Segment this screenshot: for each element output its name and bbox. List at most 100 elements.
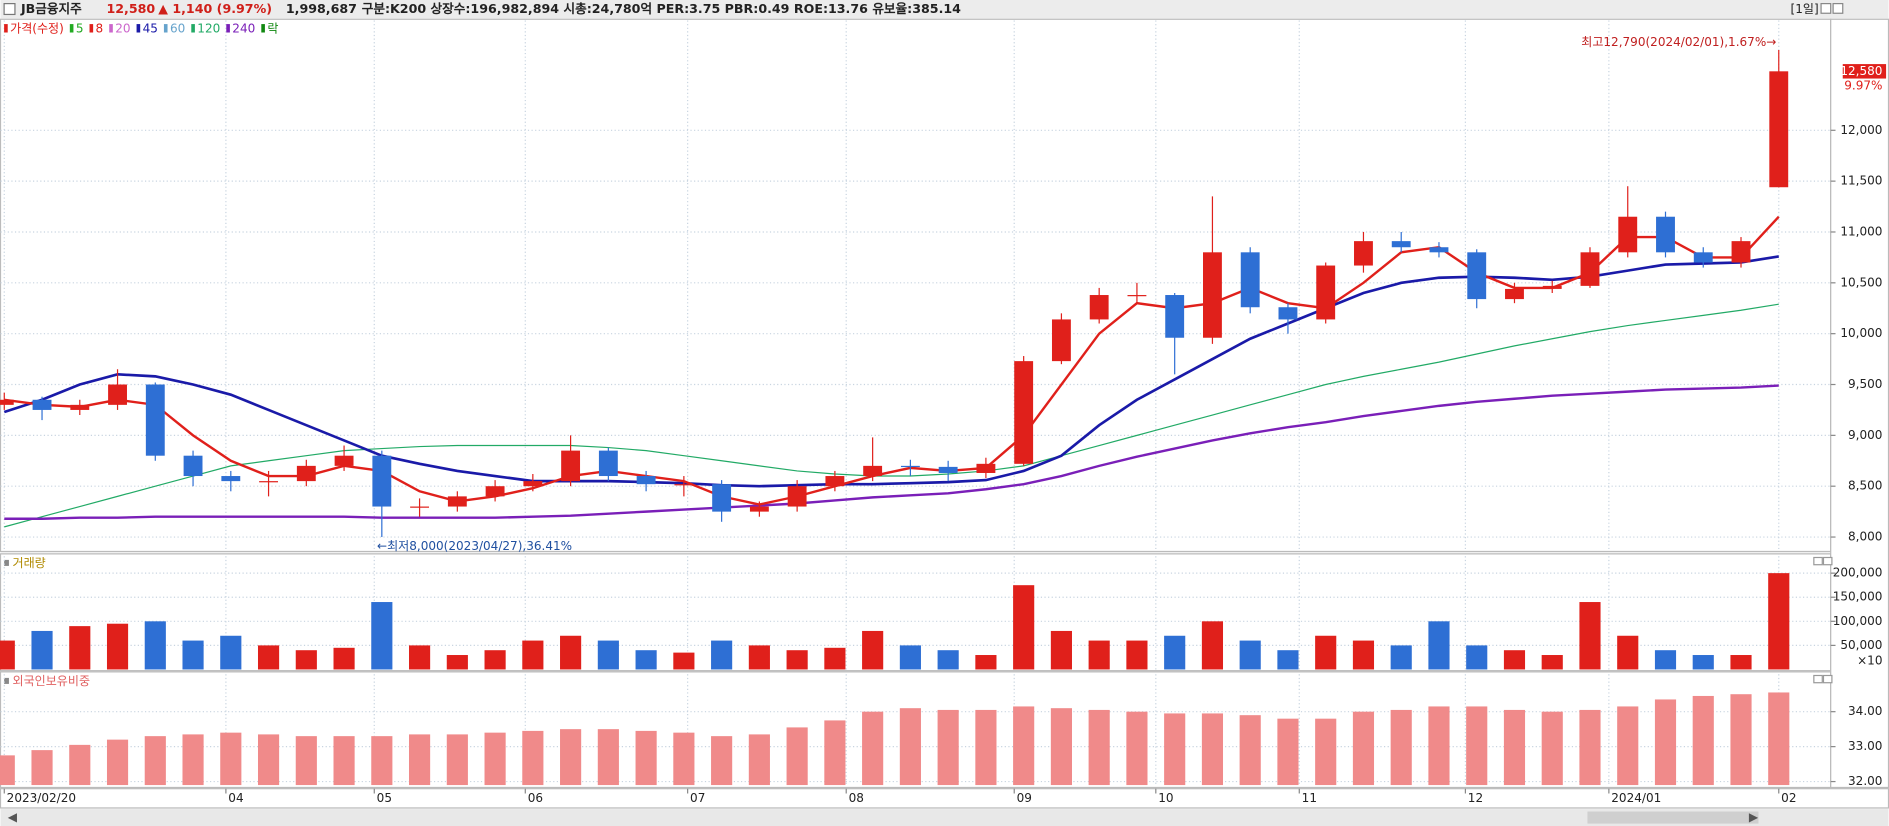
bar bbox=[522, 640, 544, 670]
legend-label: 60 bbox=[170, 21, 185, 35]
x-axis-area bbox=[0, 788, 1889, 809]
bar bbox=[333, 736, 355, 786]
bar bbox=[1617, 635, 1639, 670]
bar bbox=[1692, 655, 1714, 670]
legend-label: 5 bbox=[76, 21, 84, 35]
bar bbox=[1050, 708, 1072, 786]
bar bbox=[1126, 640, 1148, 670]
y-tick-label: 9,000 bbox=[1848, 428, 1882, 442]
window-button[interactable] bbox=[1832, 3, 1844, 14]
candle-body bbox=[1580, 252, 1600, 286]
panel-button[interactable] bbox=[1822, 556, 1833, 566]
y-tick-label: 150,000 bbox=[1833, 590, 1883, 604]
y-tick-label: 10,500 bbox=[1840, 275, 1882, 289]
bar bbox=[0, 755, 15, 786]
panel-button[interactable] bbox=[1813, 674, 1823, 684]
candle-body bbox=[1542, 285, 1562, 289]
x-tick-label: 05 bbox=[377, 791, 392, 805]
bar bbox=[1654, 699, 1677, 786]
candle-body bbox=[561, 450, 581, 482]
bar bbox=[295, 736, 317, 786]
bar bbox=[711, 736, 733, 786]
window-button[interactable] bbox=[1820, 3, 1832, 14]
x-tick-label: 07 bbox=[690, 791, 705, 805]
candle-body bbox=[825, 476, 845, 487]
bar bbox=[333, 647, 355, 670]
bar bbox=[144, 621, 166, 670]
scroll-thumb[interactable] bbox=[1587, 811, 1759, 824]
candle-body bbox=[485, 486, 505, 497]
candle-body bbox=[1618, 216, 1638, 253]
bar bbox=[1768, 692, 1790, 786]
bar bbox=[937, 650, 959, 670]
legend-label: 20 bbox=[115, 21, 130, 35]
candle-body bbox=[863, 465, 883, 477]
bar bbox=[1164, 635, 1186, 670]
legend-label: 240 bbox=[232, 21, 255, 35]
candle-body bbox=[1354, 241, 1373, 266]
x-tick-label: 08 bbox=[849, 791, 864, 805]
bar bbox=[862, 711, 884, 786]
bar bbox=[1050, 630, 1072, 670]
bar bbox=[1730, 694, 1752, 786]
bar bbox=[1164, 713, 1186, 786]
candle-body bbox=[0, 399, 14, 405]
header-checkbox[interactable] bbox=[3, 3, 16, 16]
candle-body bbox=[259, 481, 278, 483]
candle-body bbox=[1731, 241, 1751, 263]
bar bbox=[295, 650, 317, 670]
legend-label: 락 bbox=[267, 21, 278, 35]
bar bbox=[1730, 655, 1752, 670]
candle-body bbox=[749, 506, 769, 512]
bar bbox=[1466, 645, 1488, 670]
scroll-left[interactable]: ◀ bbox=[8, 810, 18, 824]
bar bbox=[673, 732, 695, 786]
bar bbox=[31, 750, 53, 786]
bar bbox=[1390, 645, 1412, 670]
y-tick-label: 34.00 bbox=[1848, 704, 1882, 718]
panel-button[interactable] bbox=[1822, 674, 1833, 684]
foreign-title: 외국인보유비중 bbox=[13, 674, 90, 688]
y-axis-area bbox=[1830, 18, 1889, 789]
bar bbox=[560, 729, 582, 786]
y-tick-label: 50,000 bbox=[1840, 638, 1882, 652]
x-tick-label: 12 bbox=[1468, 791, 1483, 805]
bar bbox=[69, 744, 91, 786]
bar bbox=[182, 640, 204, 670]
candle-body bbox=[1391, 241, 1411, 248]
legend-label: 120 bbox=[197, 21, 220, 35]
bar bbox=[748, 734, 770, 786]
panel-button[interactable] bbox=[1813, 556, 1823, 566]
candle-body bbox=[1316, 265, 1336, 320]
bar bbox=[1352, 640, 1375, 670]
candle-body bbox=[108, 384, 127, 405]
candle-body bbox=[1165, 295, 1185, 338]
bar bbox=[1579, 709, 1601, 786]
candle-body bbox=[372, 455, 392, 507]
bar bbox=[144, 736, 166, 786]
scroll-right[interactable]: ▶ bbox=[1749, 810, 1759, 824]
candle-body bbox=[787, 486, 807, 507]
scrollbar[interactable] bbox=[0, 809, 1889, 826]
bar bbox=[446, 734, 468, 786]
bar bbox=[182, 734, 204, 786]
bar bbox=[975, 709, 997, 786]
bar bbox=[257, 734, 280, 786]
bar bbox=[975, 655, 997, 670]
candle-body bbox=[1014, 361, 1034, 464]
period-button[interactable]: [1일] bbox=[1791, 2, 1819, 16]
y-tick-label: 10,000 bbox=[1840, 326, 1882, 340]
bar bbox=[1541, 655, 1563, 670]
candle-body bbox=[70, 404, 90, 410]
y-tick-label: 9,500 bbox=[1848, 377, 1882, 391]
legend-swatch bbox=[89, 24, 94, 33]
bar bbox=[31, 630, 53, 670]
bar bbox=[1088, 709, 1110, 786]
bar bbox=[1579, 602, 1601, 670]
candle-body bbox=[1467, 252, 1487, 300]
legend-swatch bbox=[191, 24, 195, 33]
x-tick-label: 04 bbox=[228, 791, 243, 805]
candle-body bbox=[712, 484, 732, 512]
low-annotation: ←최저8,000(2023/04/27),36.41% bbox=[377, 539, 572, 553]
moving-average-line bbox=[4, 384, 1779, 520]
